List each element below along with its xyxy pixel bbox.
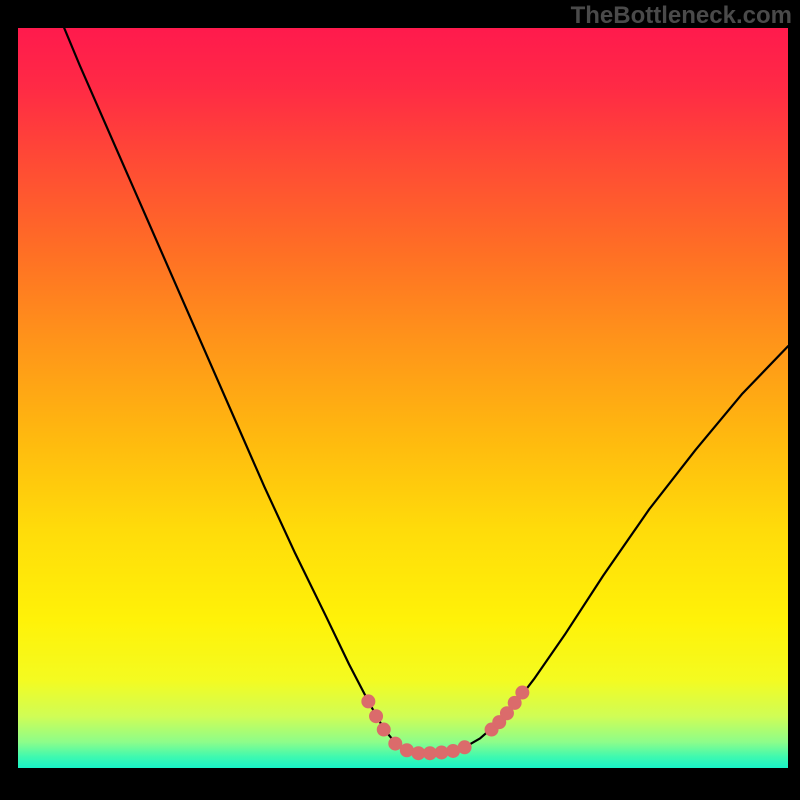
curve-marker xyxy=(370,710,383,723)
plot-gradient-background xyxy=(18,28,788,768)
bottleneck-chart xyxy=(0,0,800,800)
curve-marker xyxy=(412,747,425,760)
curve-marker xyxy=(435,746,448,759)
curve-marker xyxy=(423,747,436,760)
curve-marker xyxy=(400,744,413,757)
curve-marker xyxy=(447,744,460,757)
curve-marker xyxy=(389,737,402,750)
watermark-text: TheBottleneck.com xyxy=(571,2,792,30)
curve-marker xyxy=(516,686,529,699)
curve-marker xyxy=(458,741,471,754)
curve-marker xyxy=(377,723,390,736)
curve-marker xyxy=(362,695,375,708)
